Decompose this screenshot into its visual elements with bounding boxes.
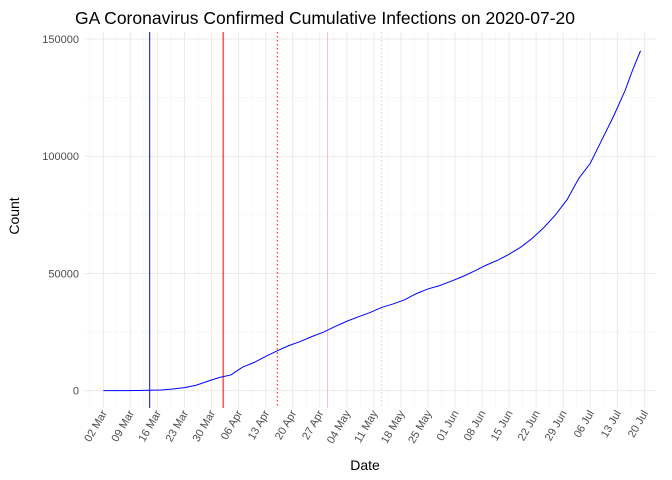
x-tick-label: 01 Jun bbox=[435, 409, 462, 444]
series-layer bbox=[103, 50, 642, 392]
chart-title: GA Coronavirus Confirmed Cumulative Infe… bbox=[75, 8, 575, 28]
y-tick-label: 0 bbox=[73, 386, 79, 398]
x-tick-label: 27 Apr bbox=[300, 408, 326, 442]
x-axis-title: Date bbox=[350, 457, 380, 473]
x-tick-label: 06 Jul bbox=[572, 409, 597, 440]
x-tick-label: 29 Jun bbox=[543, 409, 570, 444]
x-tick-label: 25 May bbox=[406, 408, 435, 446]
x-tick-label: 20 Apr bbox=[273, 408, 299, 442]
y-tick-label: 100000 bbox=[42, 151, 79, 163]
x-tick-label: 06 Apr bbox=[219, 408, 245, 442]
x-tick-label: 04 May bbox=[325, 408, 354, 446]
x-tick-label: 16 Mar bbox=[136, 408, 164, 444]
grid bbox=[84, 32, 656, 408]
reference-lines bbox=[149, 32, 383, 408]
x-tick-label: 15 Jun bbox=[489, 409, 516, 444]
y-axis-ticks: 0 50000 100000 150000 bbox=[42, 34, 79, 398]
y-tick-label: 50000 bbox=[48, 268, 79, 280]
x-tick-label: 22 Jun bbox=[516, 409, 543, 444]
y-axis-title: Count bbox=[6, 197, 22, 234]
series-line bbox=[103, 50, 642, 392]
x-tick-label: 30 Mar bbox=[191, 408, 219, 444]
x-tick-label: 13 Apr bbox=[246, 408, 272, 442]
x-tick-label: 08 Jun bbox=[462, 409, 489, 444]
x-axis-ticks: 02 Mar 09 Mar 16 Mar 23 Mar 30 Mar 06 Apr 13 A… bbox=[82, 408, 651, 446]
x-tick-label: 13 Jul bbox=[599, 409, 624, 440]
x-tick-label: 09 Mar bbox=[109, 408, 137, 444]
x-tick-label: 23 Mar bbox=[164, 408, 192, 444]
x-tick-label: 11 May bbox=[352, 408, 380, 445]
x-tick-label: 02 Mar bbox=[82, 408, 110, 444]
x-tick-label: 20 Jul bbox=[626, 409, 651, 440]
y-tick-label: 150000 bbox=[42, 34, 79, 46]
x-tick-label: 18 May bbox=[379, 408, 408, 446]
